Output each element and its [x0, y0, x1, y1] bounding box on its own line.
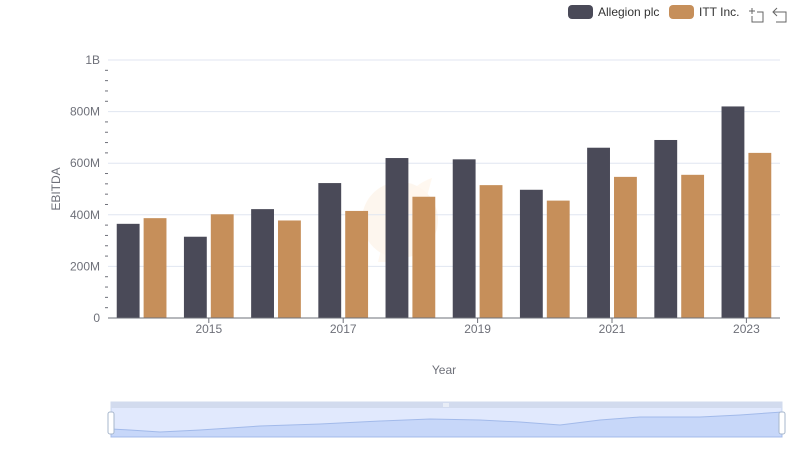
bar-itt-2014[interactable]: [143, 218, 167, 318]
x-tick-label: 2023: [733, 322, 760, 336]
y-tick-label: 0: [93, 311, 100, 325]
grid-lines: [108, 59, 780, 267]
bar-allegion-2017[interactable]: [318, 183, 342, 318]
y-minor-ticks: [105, 69, 108, 309]
legend-swatch: [568, 5, 593, 19]
legend-item-itt[interactable]: ITT Inc.: [669, 5, 739, 19]
y-axis-title: EBITDA: [49, 167, 63, 210]
y-tick-label: 400M: [70, 208, 100, 222]
x-tick-label: 2017: [330, 322, 357, 336]
x-tick-label: 2021: [599, 322, 626, 336]
y-tick-label: 800M: [70, 105, 100, 119]
bar-allegion-2015[interactable]: [183, 236, 207, 318]
restore-icon[interactable]: [772, 7, 788, 23]
y-tick-label: 200M: [70, 259, 100, 273]
x-axis-title: Year: [432, 363, 456, 377]
zoom-icon[interactable]: [748, 7, 764, 23]
datazoom-handle-right[interactable]: [778, 411, 786, 435]
bar-itt-2020[interactable]: [546, 200, 570, 318]
bar-itt-2021[interactable]: [614, 176, 637, 318]
bar-itt-2016[interactable]: [278, 220, 301, 318]
bar-allegion-2023[interactable]: [721, 106, 745, 318]
bar-itt-2015[interactable]: [210, 214, 234, 318]
legend-label: Allegion plc: [598, 5, 659, 19]
bar-allegion-2021[interactable]: [587, 147, 610, 318]
bar-itt-2022[interactable]: [681, 174, 705, 318]
bar-itt-2023[interactable]: [748, 152, 772, 318]
bar-allegion-2022[interactable]: [654, 139, 678, 318]
bar-itt-2019[interactable]: [479, 185, 503, 318]
legend[interactable]: Allegion plc ITT Inc.: [568, 5, 739, 19]
x-axis-labels: 2015 2017 2019 2021 2023: [195, 318, 760, 336]
y-tick-label: 600M: [70, 156, 100, 170]
bar-allegion-2020[interactable]: [519, 189, 543, 318]
bar-itt-2017[interactable]: [345, 210, 369, 318]
y-axis-labels: 0 200M 400M 600M 800M 1B: [70, 53, 100, 325]
x-tick-label: 2015: [195, 322, 222, 336]
legend-label: ITT Inc.: [699, 5, 739, 19]
bar-allegion-2016[interactable]: [251, 209, 274, 318]
bar-itt-2018[interactable]: [412, 196, 436, 318]
bar-allegion-2019[interactable]: [452, 159, 476, 318]
y-tick-label: 1B: [85, 53, 100, 67]
datazoom-top-grip-icon: [443, 403, 449, 407]
bar-series: [116, 106, 772, 318]
legend-item-allegion[interactable]: Allegion plc: [568, 5, 659, 19]
bar-allegion-2014[interactable]: [116, 223, 140, 318]
x-tick-label: 2019: [464, 322, 491, 336]
legend-swatch: [669, 5, 694, 19]
datazoom-slider[interactable]: [107, 401, 786, 438]
datazoom-handle-left[interactable]: [107, 411, 115, 435]
bar-allegion-2018[interactable]: [385, 158, 409, 318]
